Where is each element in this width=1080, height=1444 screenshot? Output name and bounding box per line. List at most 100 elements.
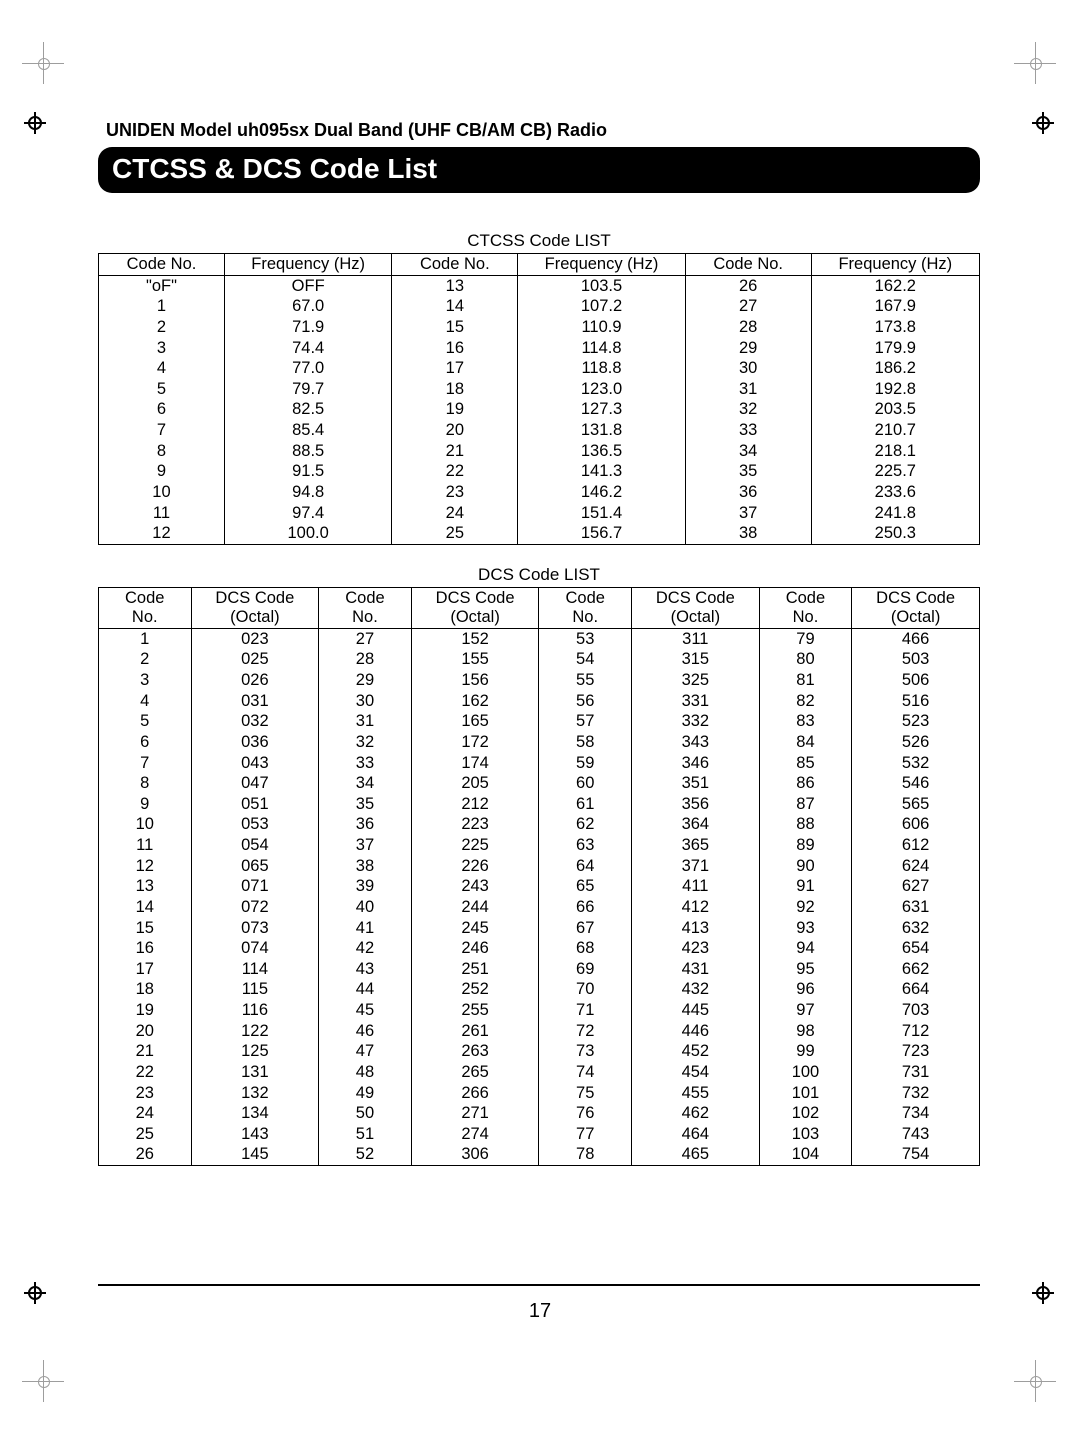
table-cell: 5 [99, 379, 225, 400]
table-cell: 754 [852, 1144, 980, 1165]
table-cell: 241.8 [811, 503, 979, 524]
table-cell: 532 [852, 753, 980, 774]
table-cell: 101 [759, 1083, 852, 1104]
table-cell: 1 [99, 628, 192, 649]
table-row: 261455230678465104754 [99, 1144, 980, 1165]
table-cell: 29 [319, 670, 412, 691]
table-cell: 654 [852, 938, 980, 959]
table-cell: 5 [99, 711, 192, 732]
table-cell: 58 [539, 732, 632, 753]
table-cell: 29 [685, 338, 811, 359]
table-cell: 203.5 [811, 399, 979, 420]
table-row: 21125472637345299723 [99, 1041, 980, 1062]
table-cell: 466 [852, 628, 980, 649]
table-cell: 11 [99, 503, 225, 524]
table-cell: 9 [99, 794, 192, 815]
table-cell: 743 [852, 1124, 980, 1145]
table-cell: 10 [99, 814, 192, 835]
table-cell: 624 [852, 856, 980, 877]
table-cell: 28 [685, 317, 811, 338]
table-cell: 64 [539, 856, 632, 877]
table-header: DCS Code(Octal) [411, 587, 539, 628]
table-cell: 162 [411, 691, 539, 712]
table-cell: 026 [191, 670, 319, 691]
table-cell: 53 [539, 628, 632, 649]
table-cell: 38 [685, 523, 811, 544]
table-cell: 98 [759, 1021, 852, 1042]
table-cell: 27 [319, 628, 412, 649]
table-cell: 56 [539, 691, 632, 712]
table-cell: 46 [319, 1021, 412, 1042]
table-cell: 115 [191, 979, 319, 1000]
table-cell: 156.7 [518, 523, 685, 544]
table-cell: 22 [392, 461, 518, 482]
table-cell: 104 [759, 1144, 852, 1165]
table-cell: 2 [99, 649, 192, 670]
table-cell: 446 [631, 1021, 759, 1042]
table-cell: 432 [631, 979, 759, 1000]
table-cell: 15 [99, 918, 192, 939]
table-row: 682.519127.332203.5 [99, 399, 980, 420]
table-row: 888.521136.534218.1 [99, 441, 980, 462]
table-cell: 343 [631, 732, 759, 753]
table-cell: 59 [539, 753, 632, 774]
table-cell: 311 [631, 628, 759, 649]
table-cell: 84 [759, 732, 852, 753]
table-cell: 12 [99, 523, 225, 544]
table-cell: 93 [759, 918, 852, 939]
table-cell: 546 [852, 773, 980, 794]
table-cell: 76 [539, 1103, 632, 1124]
table-cell: 81 [759, 670, 852, 691]
table-cell: 67 [539, 918, 632, 939]
table-cell: 306 [411, 1144, 539, 1165]
table-row: 785.420131.833210.7 [99, 420, 980, 441]
table-cell: 77.0 [224, 358, 391, 379]
table-cell: 57 [539, 711, 632, 732]
table-cell: 23 [392, 482, 518, 503]
crop-mark-icon [1014, 1360, 1056, 1402]
table-cell: 90 [759, 856, 852, 877]
table-cell: 55 [539, 670, 632, 691]
table-cell: 92 [759, 897, 852, 918]
table-cell: 99 [759, 1041, 852, 1062]
table-cell: 82 [759, 691, 852, 712]
table-cell: 179.9 [811, 338, 979, 359]
table-cell: 43 [319, 959, 412, 980]
table-cell: 143 [191, 1124, 319, 1145]
table-cell: 3 [99, 670, 192, 691]
table-cell: 225.7 [811, 461, 979, 482]
table-cell: 255 [411, 1000, 539, 1021]
table-cell: 3 [99, 338, 225, 359]
table-row: 11054372256336589612 [99, 835, 980, 856]
table-cell: 102 [759, 1103, 852, 1124]
table-cell: 30 [319, 691, 412, 712]
table-cell: 054 [191, 835, 319, 856]
table-cell: 13 [392, 275, 518, 296]
table-cell: 24 [392, 503, 518, 524]
table-cell: 24 [99, 1103, 192, 1124]
table-row: 12065382266437190624 [99, 856, 980, 877]
table-cell: 155 [411, 649, 539, 670]
table-row: 19116452557144597703 [99, 1000, 980, 1021]
table-cell: 413 [631, 918, 759, 939]
table-cell: 043 [191, 753, 319, 774]
table-cell: 100.0 [224, 523, 391, 544]
table-cell: 174 [411, 753, 539, 774]
table-cell: 243 [411, 876, 539, 897]
table-cell: 223 [411, 814, 539, 835]
table-cell: 33 [685, 420, 811, 441]
table-cell: 365 [631, 835, 759, 856]
table-cell: 97 [759, 1000, 852, 1021]
table-cell: 89 [759, 835, 852, 856]
table-row: 1094.823146.236233.6 [99, 482, 980, 503]
table-cell: 431 [631, 959, 759, 980]
table-cell: 12 [99, 856, 192, 877]
table-cell: 38 [319, 856, 412, 877]
table-row: 374.416114.829179.9 [99, 338, 980, 359]
table-cell: 252 [411, 979, 539, 1000]
table-cell: 10 [99, 482, 225, 503]
content-area: UNIDEN Model uh095sx Dual Band (UHF CB/A… [98, 120, 980, 1166]
table-cell: 85.4 [224, 420, 391, 441]
page-number: 17 [0, 1300, 1080, 1323]
table-cell: 20 [99, 1021, 192, 1042]
